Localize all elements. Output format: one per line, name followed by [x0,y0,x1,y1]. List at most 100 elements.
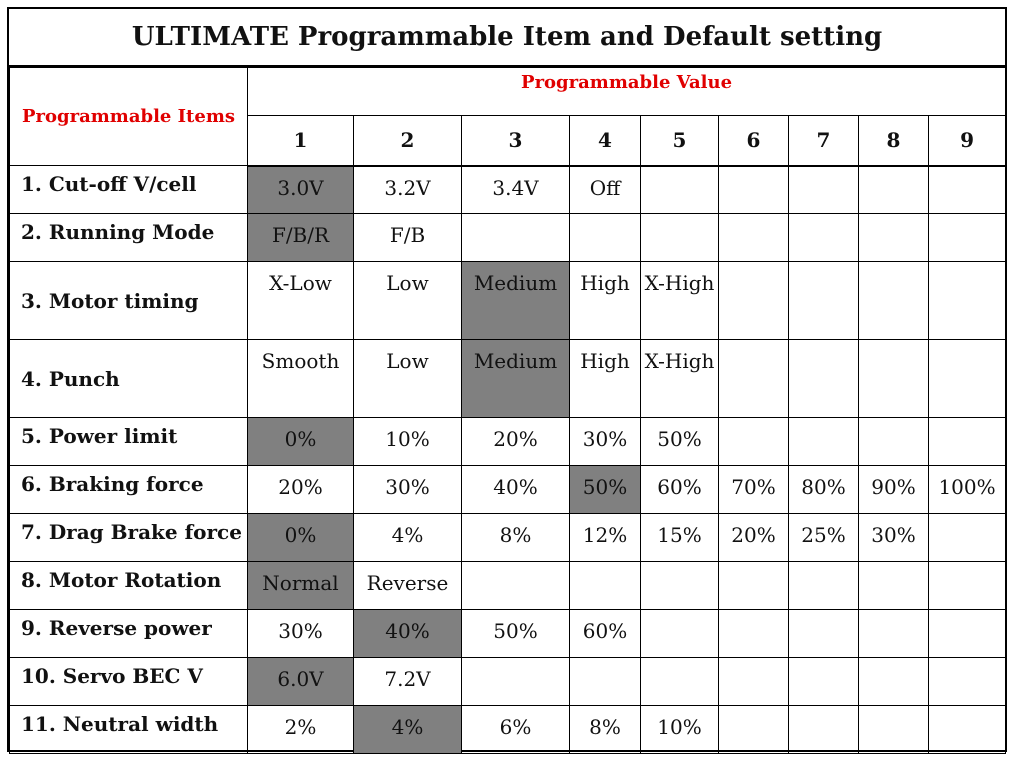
column-number: 1 [247,115,354,167]
value-cell [788,705,859,754]
value-cell: 2% [247,705,354,754]
value-cell [858,657,929,706]
value-cell [858,705,929,754]
value-cell: Low [353,261,462,340]
table-row: 4. Punch Smooth Low Medium High X-High [9,339,1007,418]
table-row: 7. Drag Brake force 0% 4% 8% 12% 15% 20% 25% 30% [9,513,1007,562]
row-label: 3. Motor timing [9,261,248,340]
value-cell [718,561,789,610]
column-number: 4 [569,115,641,167]
value-cell: 8% [569,705,641,754]
value-cell [718,417,789,466]
value-cell [640,165,719,214]
value-cell: 10% [353,417,462,466]
value-cell [718,339,789,418]
value-cell [569,561,641,610]
value-cell [461,657,570,706]
value-cell [788,561,859,610]
value-cell: 25% [788,513,859,562]
value-cell [858,609,929,658]
value-cell: 3.2V [353,165,462,214]
default-value-cell: 50% [569,465,641,514]
value-cell [640,561,719,610]
value-cell [461,561,570,610]
value-cell [718,261,789,340]
value-cell [858,417,929,466]
default-value-cell: Medium [461,339,570,418]
default-value-cell: 0% [247,417,354,466]
column-number: 7 [788,115,859,167]
default-value-cell: Medium [461,261,570,340]
value-cell [640,213,719,262]
page-title: ULTIMATE Programmable Item and Default s… [9,9,1005,67]
table-row: 8. Motor Rotation Normal Reverse [9,561,1007,610]
value-cell [788,261,859,340]
value-cell [569,657,641,706]
value-cell [927,339,1007,418]
row-label: 11. Neutral width [9,705,248,754]
row-label: 8. Motor Rotation [9,561,248,610]
row-label: 1. Cut-off V/cell [9,165,248,214]
value-cell [640,657,719,706]
value-cell [718,657,789,706]
value-cell: 8% [461,513,570,562]
value-cell: 20% [718,513,789,562]
value-cell: X-High [640,339,719,418]
table-row: 2. Running Mode F/B/R F/B [9,213,1007,262]
value-cell [788,165,859,214]
value-cell: High [569,339,641,418]
value-cell [718,609,789,658]
value-cell [927,561,1007,610]
value-cell [858,339,929,418]
value-cell [927,513,1007,562]
value-cell [788,213,859,262]
value-cell: 30% [858,513,929,562]
value-cell [927,417,1007,466]
value-cell [927,213,1007,262]
value-cell [788,417,859,466]
table-row: 5. Power limit 0% 10% 20% 30% 50% [9,417,1007,466]
row-label: 4. Punch [9,339,248,418]
value-cell: 15% [640,513,719,562]
value-cell [927,165,1007,214]
value-cell: Smooth [247,339,354,418]
value-cell: 90% [858,465,929,514]
value-cell [927,657,1007,706]
value-cell [788,657,859,706]
value-cell: 100% [927,465,1007,514]
default-value-cell: F/B/R [247,213,354,262]
default-value-cell: 3.0V [247,165,354,214]
table-row: 1. Cut-off V/cell 3.0V 3.2V 3.4V Off [9,165,1007,214]
column-number: 9 [927,115,1007,167]
table-row: 11. Neutral width 2% 4% 6% 8% 10% [9,705,1007,754]
value-cell: X-Low [247,261,354,340]
row-label: 7. Drag Brake force [9,513,248,562]
default-value-cell: 6.0V [247,657,354,706]
value-cell [569,213,641,262]
settings-table-frame: ULTIMATE Programmable Item and Default s… [7,7,1007,754]
column-number: 6 [718,115,789,167]
value-header: Programmable Value [246,67,1007,116]
row-label: 6. Braking force [9,465,248,514]
value-cell [858,165,929,214]
value-cell [858,261,929,340]
value-cell [927,609,1007,658]
value-cell: 50% [461,609,570,658]
value-cell [718,165,789,214]
value-cell: High [569,261,641,340]
value-cell: 3.4V [461,165,570,214]
value-cell: Off [569,165,641,214]
value-cell [718,213,789,262]
value-cell: 30% [569,417,641,466]
column-number: 5 [640,115,719,167]
value-cell: Low [353,339,462,418]
column-number: 2 [353,115,462,167]
value-cell: 6% [461,705,570,754]
value-cell: 50% [640,417,719,466]
value-cell: 30% [353,465,462,514]
value-cell [640,609,719,658]
value-cell: 60% [569,609,641,658]
row-label: 9. Reverse power [9,609,248,658]
